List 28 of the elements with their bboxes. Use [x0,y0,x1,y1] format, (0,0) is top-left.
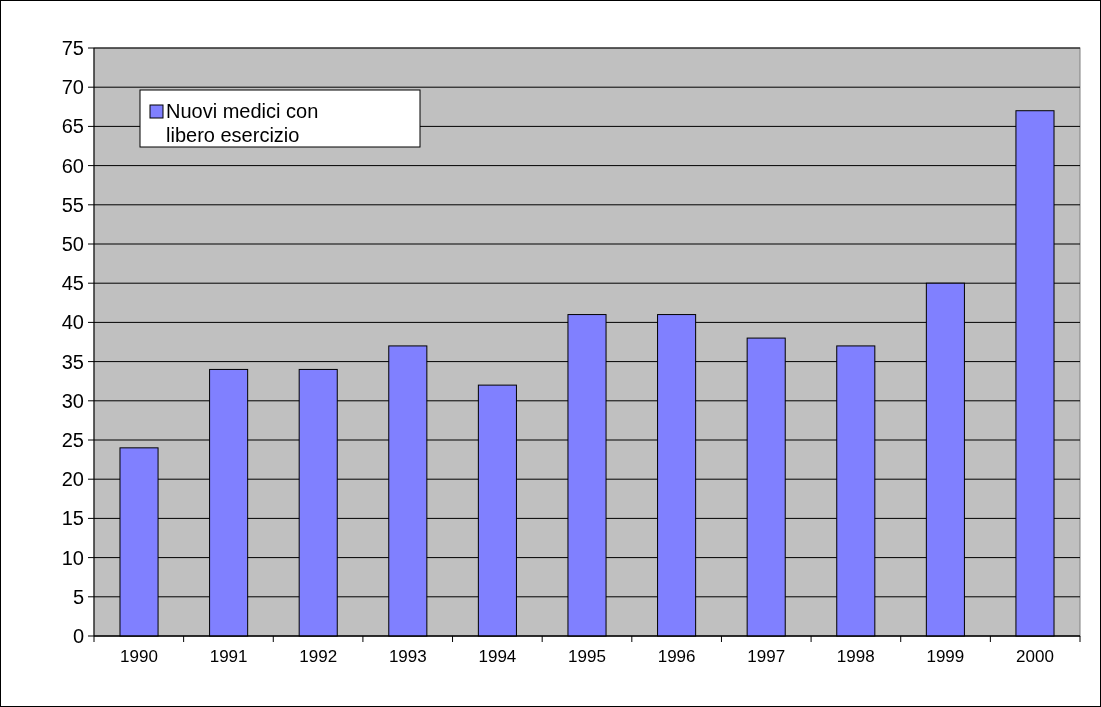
x-tick-label: 1993 [388,647,427,666]
y-tick-label: 60 [61,154,84,177]
y-tick-label: 20 [61,468,84,491]
y-tick-label: 35 [61,350,84,373]
x-tick-label: 2000 [1016,647,1054,666]
x-tick-label: 1991 [209,647,248,666]
y-tick-label: 25 [61,429,84,451]
x-tick-label: 1996 [657,647,696,666]
x-tick-label: 1999 [926,647,965,666]
y-tick-label: 50 [61,233,84,255]
x-tick-label: 1998 [836,647,875,666]
legend-label: Nuovi medici con libero esercizio [166,100,319,146]
y-tick-label: 70 [61,76,84,99]
x-tick-label: 1997 [747,647,786,666]
y-tick-label: 30 [61,389,84,412]
y-tick-label: 45 [61,272,84,295]
y-tick-label: 10 [61,546,84,569]
x-tick-label: 1990 [120,647,158,666]
y-tick-label: 5 [72,585,84,608]
x-tick-label: 1994 [478,647,517,666]
y-tick-label: 55 [61,193,84,216]
y-tick-label: 75 [61,37,84,59]
y-tick-label: 15 [61,507,84,530]
x-tick-label: 1992 [299,647,338,666]
x-tick-label: 1995 [568,647,606,666]
y-tick-label: 0 [72,625,84,647]
y-tick-label: 65 [61,115,84,138]
y-tick-label: 40 [61,311,84,334]
